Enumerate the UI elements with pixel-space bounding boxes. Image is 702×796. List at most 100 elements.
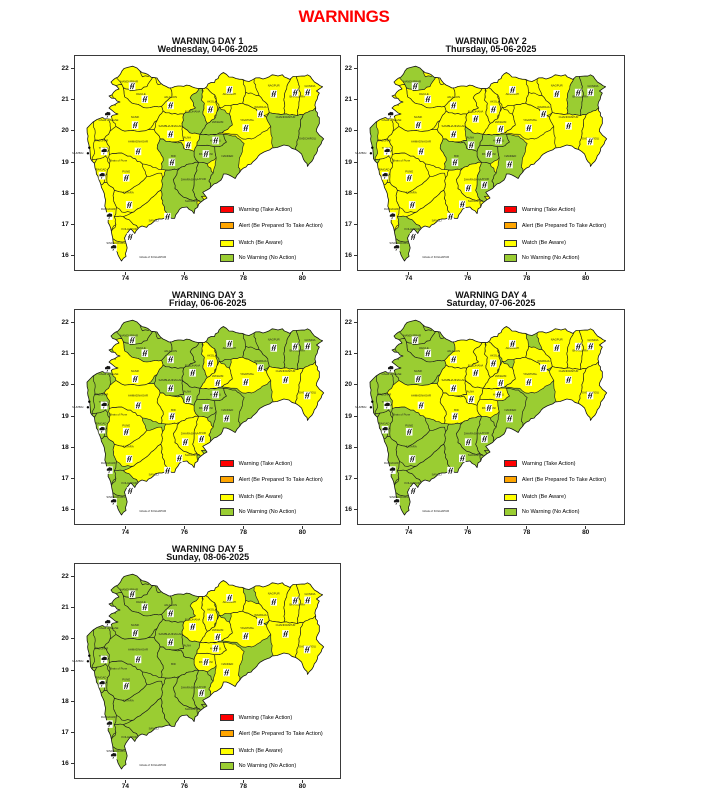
svg-text:SANGLI: SANGLI [432,219,442,223]
svg-text:AMRAVATI: AMRAVATI [222,600,236,604]
svg-text:AKOLA: AKOLA [207,354,216,358]
svg-text:Ghats of Nashik: Ghats of Nashik [98,626,118,630]
svg-text:GONDIA: GONDIA [304,84,315,88]
svg-text:CHANDRAPUR: CHANDRAPUR [559,115,579,119]
svg-text:PALGHAR: PALGHAR [95,393,108,397]
svg-text:AMRAVATI: AMRAVATI [222,346,236,350]
svg-text:SHOLAPUR: SHOLAPUR [468,199,483,203]
svg-text:NANDURBAR: NANDURBAR [403,80,421,84]
svg-text:MUMBAI: MUMBAI [355,151,366,155]
svg-text:JALNA: JALNA [182,390,191,394]
svg-text:YAVATMAL: YAVATMAL [240,372,255,376]
svg-text:YAVATMAL: YAVATMAL [523,372,538,376]
svg-text:JALNA: JALNA [465,136,474,140]
svg-text:MUMBAI: MUMBAI [72,151,83,155]
svg-text:YAVATMAL: YAVATMAL [240,118,255,122]
svg-text:NANDED: NANDED [221,154,233,158]
svg-text:WASHIM: WASHIM [495,120,507,124]
svg-text:RAIGAD: RAIGAD [379,422,390,426]
svg-text:Ghats of Pune: Ghats of Pune [392,413,410,417]
svg-text:SHOLAPUR: SHOLAPUR [185,707,200,711]
svg-text:NANDED: NANDED [221,408,233,412]
svg-text:SANGLI: SANGLI [432,473,442,477]
svg-text:JALGAON: JALGAON [164,603,177,607]
svg-text:DHARASHIV: DHARASHIV [181,686,197,690]
svg-text:LATUR: LATUR [480,431,489,435]
svg-text:RAIGAD: RAIGAD [379,168,390,172]
svg-text:YAVATMAL: YAVATMAL [523,118,538,122]
svg-text:RAIGAD: RAIGAD [95,422,106,426]
svg-text:AKOLA: AKOLA [207,608,216,612]
svg-text:KOLHAPUR: KOLHAPUR [121,227,136,231]
svg-text:RATNAGIRI: RATNAGIRI [384,207,399,211]
svg-text:BHANDARA: BHANDARA [573,95,589,99]
svg-text:JALNA: JALNA [465,390,474,394]
svg-text:MUMBAI: MUMBAI [72,405,83,409]
svg-text:SATARA: SATARA [123,699,134,703]
svg-text:SINDHUDURG: SINDHUDURG [106,495,125,499]
svg-text:DHULE: DHULE [419,92,429,96]
svg-text:RATNAGIRI: RATNAGIRI [384,461,399,465]
svg-text:JALNA: JALNA [182,644,191,648]
svg-text:KOLHAPUR: KOLHAPUR [405,227,420,231]
svg-text:JALGAON: JALGAON [447,349,460,353]
svg-text:LATUR: LATUR [197,431,206,435]
svg-text:SANGLI: SANGLI [148,219,158,223]
svg-text:DHULE: DHULE [136,346,146,350]
svg-text:AHMADNAGAR: AHMADNAGAR [411,140,431,144]
svg-text:AHMADNAGAR: AHMADNAGAR [128,648,148,652]
svg-text:SINDHUDURG: SINDHUDURG [106,241,125,245]
svg-text:NASIK: NASIK [131,623,140,627]
svg-text:BID: BID [171,408,176,412]
svg-text:SATARA: SATARA [123,445,134,449]
svg-text:KOLHAPUR: KOLHAPUR [405,481,420,485]
svg-text:PUNE: PUNE [405,170,413,174]
svg-text:SINDHUDURG: SINDHUDURG [106,749,125,753]
svg-text:SATARA: SATARA [406,191,417,195]
svg-text:Ghats of Pune: Ghats of Pune [392,159,410,163]
svg-text:BULDHANA: BULDHANA [468,110,483,114]
svg-text:PUNE: PUNE [122,424,130,428]
svg-text:PUNE: PUNE [405,424,413,428]
svg-text:Ghats of KOLHAPUR: Ghats of KOLHAPUR [139,255,166,259]
svg-text:NANDURBAR: NANDURBAR [120,588,138,592]
svg-text:BID: BID [454,408,459,412]
svg-text:MUMBAI: MUMBAI [355,405,366,409]
svg-text:Ghats of Pune: Ghats of Pune [109,413,127,417]
svg-text:SHOLAPUR: SHOLAPUR [185,453,200,457]
svg-text:PALGHAR: PALGHAR [378,393,391,397]
svg-text:WASHIM: WASHIM [212,374,224,378]
svg-text:NANDURBAR: NANDURBAR [120,80,138,84]
svg-text:AKOLA: AKOLA [490,354,499,358]
svg-text:NASIK: NASIK [414,369,423,373]
svg-text:DHULE: DHULE [419,346,429,350]
svg-text:SANGLI: SANGLI [148,727,158,731]
svg-text:JALNA: JALNA [182,136,191,140]
svg-text:SATARA: SATARA [123,191,134,195]
svg-text:SAMBHAJINAGAR: SAMBHAJINAGAR [158,633,182,637]
svg-text:KOLHAPUR: KOLHAPUR [121,735,136,739]
svg-text:CHANDRAPUR: CHANDRAPUR [275,115,295,119]
svg-text:BID: BID [171,154,176,158]
svg-text:AHMADNAGAR: AHMADNAGAR [411,394,431,398]
svg-text:DHULE: DHULE [136,92,146,96]
svg-text:BHANDARA: BHANDARA [573,349,589,353]
svg-text:NAGPUR: NAGPUR [551,338,563,342]
svg-text:NANDED: NANDED [221,662,233,666]
svg-text:CHANDRAPUR: CHANDRAPUR [559,369,579,373]
svg-text:AMRAVATI: AMRAVATI [222,92,236,96]
svg-text:JALGAON: JALGAON [164,95,177,99]
svg-text:NASIK: NASIK [131,115,140,119]
svg-text:Ghats of Pune: Ghats of Pune [109,159,127,163]
svg-text:RATNAGIRI: RATNAGIRI [101,715,116,719]
svg-text:AKOLA: AKOLA [490,100,499,104]
svg-text:GADCHIROLI: GADCHIROLI [299,137,317,141]
svg-text:PALGHAR: PALGHAR [95,647,108,651]
svg-text:AHMADNAGAR: AHMADNAGAR [128,140,148,144]
svg-text:PUNE: PUNE [122,170,130,174]
svg-text:Ghats of Nashik: Ghats of Nashik [382,372,402,376]
svg-text:GONDIA: GONDIA [304,592,315,596]
svg-text:RAIGAD: RAIGAD [95,676,106,680]
svg-text:Ghats of KOLHAPUR: Ghats of KOLHAPUR [422,509,449,513]
svg-text:WARDHA: WARDHA [254,359,266,363]
